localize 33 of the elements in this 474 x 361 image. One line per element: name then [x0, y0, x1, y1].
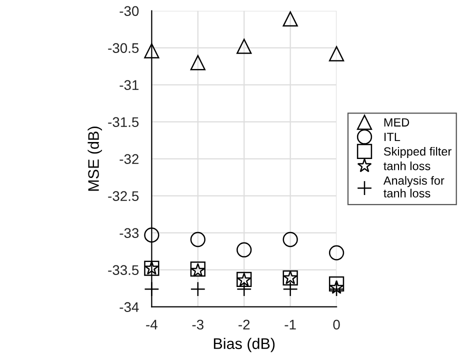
- y-tick-label: -32: [120, 154, 138, 164]
- x-tick-label: -4: [146, 320, 158, 330]
- point: [144, 227, 160, 243]
- y-tick-label: -30: [120, 6, 139, 16]
- y-tick-label: -33: [120, 228, 139, 238]
- point: [236, 242, 252, 258]
- y-tick-label: -30.5: [108, 43, 139, 53]
- y-tick-label: -31.5: [108, 117, 139, 128]
- x-tick-label: -3: [192, 320, 204, 330]
- legend-label: ITL: [384, 132, 400, 141]
- x-tick-label: 0: [333, 320, 340, 330]
- legend-label: tanh loss: [384, 162, 430, 170]
- legend-label: Analysis for tanh loss: [383, 176, 444, 198]
- y-tick-label: -34: [120, 302, 139, 312]
- legend-label: MED: [384, 118, 410, 126]
- point: [190, 55, 206, 70]
- point: [328, 245, 344, 260]
- x-tick-label: -2: [238, 320, 250, 330]
- point: [236, 38, 252, 54]
- x-tick-label: -1: [284, 320, 296, 330]
- point: [328, 276, 344, 292]
- point: [190, 232, 206, 248]
- point: [144, 43, 160, 58]
- x-axis-title: Bias (dB): [214, 338, 275, 352]
- y-tick-label: -31: [120, 80, 139, 90]
- point: [282, 232, 298, 248]
- y-tick-label: -33.5: [108, 265, 139, 276]
- point: [329, 280, 344, 294]
- y-tick-label: -32.5: [108, 191, 139, 202]
- y-axis-title: MSE (dB): [88, 126, 102, 191]
- point: [328, 46, 344, 62]
- legend-label: Skipped filter: [384, 146, 452, 158]
- point: [282, 11, 298, 27]
